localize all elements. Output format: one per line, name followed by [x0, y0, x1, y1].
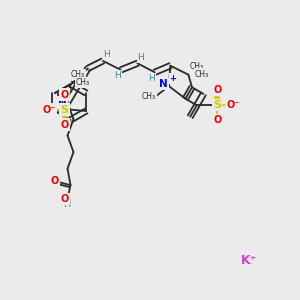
Text: O: O: [61, 194, 69, 204]
Text: O: O: [60, 119, 69, 130]
Text: K⁺: K⁺: [241, 254, 257, 268]
Text: N: N: [159, 79, 168, 89]
Text: O⁻: O⁻: [43, 104, 56, 115]
Text: O: O: [60, 89, 69, 100]
Text: H: H: [148, 74, 155, 83]
Text: N: N: [58, 98, 67, 108]
Text: H: H: [103, 50, 110, 59]
Text: O⁻: O⁻: [226, 100, 239, 110]
Text: H: H: [64, 199, 71, 209]
Text: CH₃: CH₃: [70, 70, 85, 79]
Text: H: H: [138, 53, 144, 62]
Text: CH₃: CH₃: [142, 92, 156, 101]
Text: H: H: [115, 71, 121, 80]
Text: CH₃: CH₃: [76, 78, 90, 87]
Text: O: O: [213, 115, 221, 125]
Text: CH₃: CH₃: [195, 70, 209, 79]
Text: S: S: [213, 100, 221, 110]
Text: O: O: [213, 85, 221, 95]
Text: O: O: [51, 176, 59, 187]
Text: CH₃: CH₃: [190, 62, 204, 71]
Text: S: S: [61, 104, 68, 115]
Text: +: +: [169, 74, 177, 83]
